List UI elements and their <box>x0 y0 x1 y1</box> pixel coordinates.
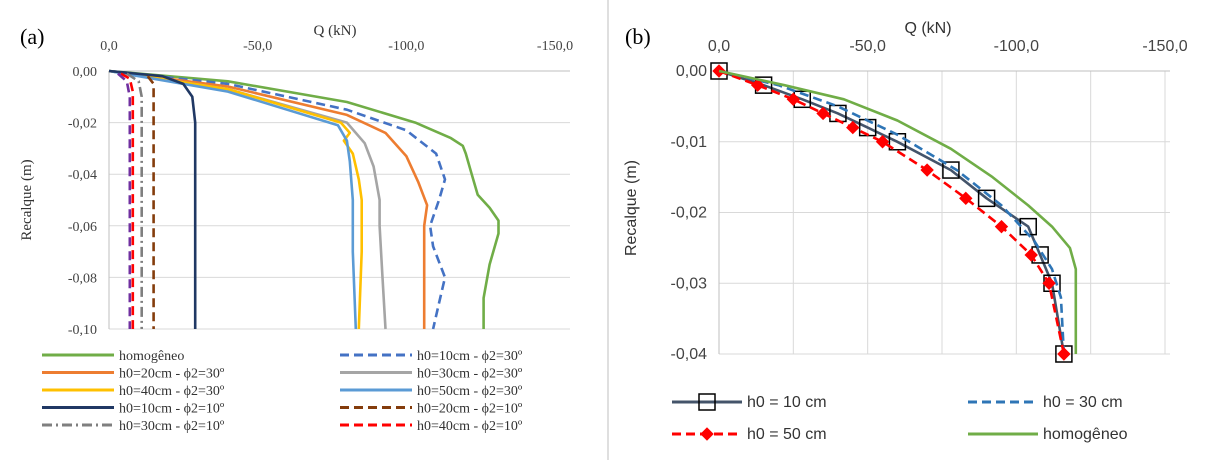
legend-entry: h0=20cm - ϕ2=10º <box>417 402 523 417</box>
marker-square <box>977 189 996 208</box>
y-tick-label: -0,04 <box>671 346 708 363</box>
marker-diamond <box>816 106 830 121</box>
legend: h0 = 10 cm h0 = 30 cm h0 = 50 cm homogêneo <box>672 393 1128 443</box>
series-line <box>126 72 143 329</box>
series-line <box>120 72 135 329</box>
y-tick-label: 0,00 <box>73 65 98 80</box>
x-axis-title: Q (kN) <box>314 23 357 39</box>
legend-entry: h0=10cm - ϕ2=30º <box>417 349 523 364</box>
gridlines <box>718 70 1170 355</box>
x-tick-label: -50,0 <box>243 39 272 54</box>
panel-label: (b) <box>625 24 651 49</box>
x-tick-label: 0,0 <box>100 39 118 54</box>
marker-diamond <box>1024 248 1038 262</box>
legend-entry: h0=20cm - ϕ2=30º <box>119 367 225 382</box>
legend-entry: h0 = 30 cm <box>1043 394 1123 411</box>
x-tick-label: -150,0 <box>1142 38 1187 55</box>
marker-diamond <box>994 219 1009 234</box>
y-tick-label: -0,02 <box>68 117 97 132</box>
marker-diamond <box>920 163 934 177</box>
x-tick-label: 0,0 <box>708 38 730 55</box>
y-tick-label: -0,08 <box>68 271 97 286</box>
y-tick-label: -0,06 <box>68 220 97 235</box>
series-line <box>718 69 1066 355</box>
x-tick-label: -150,0 <box>537 39 573 54</box>
series-line <box>108 69 358 330</box>
x-tick-label: -50,0 <box>849 38 886 55</box>
series-lines <box>710 62 1078 363</box>
legend-entry: h0=10cm - ϕ2=10º <box>119 402 225 417</box>
chart-panel-b: 0,0 -50,0 -100,0 -150,0 0,00 -0,01 -0,02 -0,03… <box>623 20 1188 443</box>
chart-panel-a: 0,0 -50,0 -100,0 -150,0 0,00 -0,02 -0,04 -0,06… <box>19 23 573 434</box>
legend-entry: h0=30cm - ϕ2=30º <box>417 367 523 382</box>
series-line <box>108 69 197 329</box>
y-tick-label: -0,04 <box>68 168 97 183</box>
marker-diamond <box>1057 347 1071 361</box>
y-tick-labels: 0,00 -0,02 -0,04 -0,06 -0,08 -0,10 <box>68 65 97 338</box>
y-tick-label: -0,10 <box>68 323 97 338</box>
legend-entry: h0=40cm - ϕ2=10º <box>417 419 523 434</box>
y-axis-title: Recalque (m) <box>19 159 35 240</box>
series-line <box>718 69 1066 355</box>
legend-entry: h0=40cm - ϕ2=30º <box>119 384 225 399</box>
legend-entry: h0=30cm - ϕ2=10º <box>119 419 225 434</box>
series-line <box>108 69 429 329</box>
y-tick-labels: 0,00 -0,01 -0,02 -0,03 -0,04 <box>671 63 708 363</box>
legend-entry: h0 = 50 cm <box>747 426 827 443</box>
y-tick-label: -0,03 <box>671 275 708 292</box>
marker-diamond <box>700 427 714 441</box>
marker-diamond <box>875 135 890 149</box>
series-line <box>108 69 447 330</box>
x-tick-label: -100,0 <box>994 38 1039 55</box>
series-line <box>146 75 155 329</box>
panel-label: (a) <box>20 24 44 49</box>
legend-entry: h0=50cm - ϕ2=30º <box>417 384 523 399</box>
marker-diamond <box>786 92 801 107</box>
marker-diamond <box>959 191 973 206</box>
y-axis-title: Recalque (m) <box>623 160 640 256</box>
x-axis-title: Q (kN) <box>904 20 951 37</box>
marker-square <box>698 393 716 411</box>
marker-diamond <box>846 120 860 135</box>
marker-square <box>710 62 728 80</box>
x-tick-labels: 0,0 -50,0 -100,0 -150,0 <box>708 38 1188 55</box>
legend-entry: h0 = 10 cm <box>747 394 827 411</box>
series-line <box>108 69 500 329</box>
series-line <box>117 72 132 329</box>
x-tick-label: -100,0 <box>388 39 424 54</box>
y-tick-label: 0,00 <box>676 63 707 80</box>
legend-entry: homogêneo <box>1043 426 1128 443</box>
x-tick-labels: 0,0 -50,0 -100,0 -150,0 <box>100 39 573 54</box>
series-line <box>718 69 1078 354</box>
y-tick-label: -0,02 <box>671 205 708 222</box>
series-lines <box>108 69 500 330</box>
legend-entry: homogêneo <box>119 349 184 364</box>
marker-diamond <box>1042 276 1056 290</box>
y-tick-label: -0,01 <box>671 134 708 151</box>
legend: homogêneo h0=10cm - ϕ2=30º h0=20cm - ϕ2=30… <box>42 349 523 434</box>
marker-diamond <box>750 78 765 92</box>
